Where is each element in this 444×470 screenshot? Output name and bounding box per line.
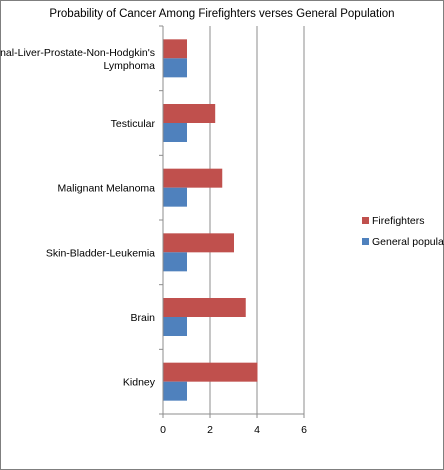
legend-swatch (362, 217, 369, 224)
bar-general-population (163, 317, 187, 336)
x-tick-labels: 0 2 4 6 (160, 424, 307, 436)
bar-firefighters (163, 39, 187, 59)
bar-firefighters (163, 104, 216, 123)
axes (159, 25, 305, 418)
x-tick-label: 4 (254, 424, 260, 436)
category-label: Intestinal-Liver-Prostate-Non-Hodgkin's (0, 47, 155, 59)
chart-title: Probability of Cancer Among Firefighters… (49, 8, 395, 20)
category-labels: Intestinal-Liver-Prostate-Non-Hodgkin'sL… (0, 47, 156, 389)
legend-swatch (362, 238, 369, 245)
category-label: Testicular (111, 118, 156, 130)
gridlines (209, 26, 305, 414)
bar-general-population (163, 58, 187, 78)
bar-firefighters (163, 362, 258, 382)
legend-label: General population (372, 236, 444, 248)
category-label: Lymphoma (103, 60, 155, 72)
x-tick-label: 6 (301, 424, 307, 436)
legend: Firefighters General population (362, 215, 444, 248)
bar-general-population (163, 381, 187, 401)
bar-firefighters (163, 298, 246, 317)
category-label: Malignant Melanoma (58, 183, 156, 195)
x-tick-label: 0 (160, 424, 166, 436)
category-label: Kidney (123, 377, 156, 389)
bar-firefighters (163, 233, 234, 253)
bar-general-population (163, 252, 187, 272)
bars (163, 39, 258, 401)
bar-general-population (163, 123, 187, 142)
legend-label: Firefighters (372, 215, 425, 227)
category-label: Skin-Bladder-Leukemia (46, 247, 155, 259)
bar-firefighters (163, 168, 223, 188)
bar-general-population (163, 187, 187, 207)
x-tick-label: 2 (207, 424, 213, 436)
category-label: Brain (130, 312, 155, 324)
